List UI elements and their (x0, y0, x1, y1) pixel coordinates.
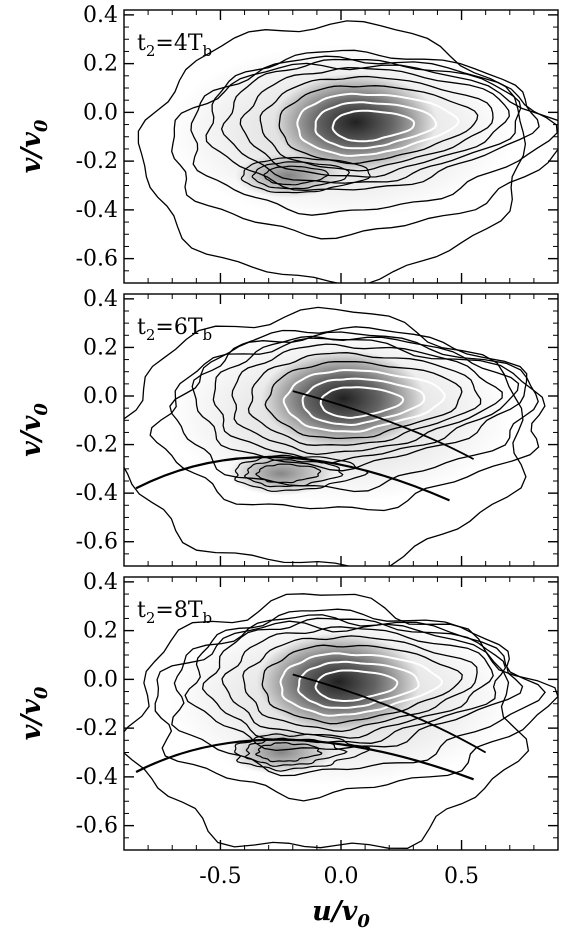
arc-edge (135, 738, 474, 781)
contour-line (314, 669, 399, 702)
x-tick-label: 0.5 (444, 864, 479, 889)
outer-contour-line (124, 593, 530, 849)
y-tick-label: -0.2 (76, 716, 118, 741)
secondary-contour-line (243, 459, 344, 488)
contour-line (278, 85, 479, 165)
contour-plot-2 (124, 306, 546, 566)
y-tick-label: 0.4 (83, 3, 118, 28)
x-tick-label: 0.0 (324, 864, 359, 889)
contour-line (220, 58, 522, 184)
x-tick-label: -0.5 (199, 864, 241, 889)
contour-line (212, 335, 520, 464)
outer-contour-line (137, 20, 527, 283)
contour-line (331, 109, 416, 143)
y-tick-label: -0.6 (76, 530, 118, 555)
contour-plot-1 (137, 20, 558, 283)
y-tick-label: 0.0 (83, 384, 118, 409)
y-tick-label: 0.2 (83, 619, 118, 644)
y-tick-label: 0.2 (83, 335, 118, 360)
y-tick-label: -0.4 (76, 481, 118, 506)
outer-contour-line (124, 306, 527, 566)
y-tick-label: -0.6 (76, 247, 118, 272)
contour-line (279, 652, 444, 717)
contour-line (264, 361, 463, 440)
y-tick-label: -0.4 (76, 765, 118, 790)
y-tick-label: 0.0 (83, 100, 118, 125)
panel-label: t2=8Tb (137, 598, 212, 627)
y-tick-label: 0.4 (83, 570, 118, 595)
contour-line (261, 644, 463, 725)
contour-line (149, 337, 546, 512)
contour-line (205, 49, 540, 191)
secondary-contour-line (263, 165, 329, 186)
y-axis-label: v/v0 (16, 686, 52, 740)
secondary-contour-line (244, 737, 348, 767)
contour-line (319, 386, 405, 419)
contour-line (247, 352, 482, 446)
contour-line (154, 620, 558, 802)
secondary-contour-line (254, 742, 323, 763)
contour-line (259, 75, 494, 172)
secondary-contour-line (234, 454, 369, 492)
secondary-contour-line (234, 733, 371, 772)
secondary-contour-line (240, 156, 371, 194)
y-tick-label: -0.4 (76, 198, 118, 223)
contour-line (231, 343, 503, 456)
contour-line (221, 626, 494, 739)
panel-2: 0.4 0.2 0.0 -0.2 -0.4 -0.6 t2=6Tb v/v0 (16, 287, 559, 567)
panel-label: t2=4Tb (137, 31, 212, 60)
contour-line (191, 326, 528, 472)
contour-line (282, 368, 446, 433)
arc-edge (292, 390, 475, 460)
contour-line (171, 614, 546, 777)
density-secondary (227, 730, 334, 775)
secondary-contour-line (251, 161, 351, 190)
x-axis: -0.5 0.0 0.5 u/v0 (199, 864, 479, 932)
arc-edge (135, 456, 450, 502)
contour-line (239, 66, 510, 178)
contour-line (297, 660, 420, 709)
contour-line (201, 617, 507, 744)
panel-3: 0.4 0.2 0.0 -0.2 -0.4 -0.6 t2=8Tb v/v0 (16, 570, 559, 851)
y-tick-label: -0.2 (76, 149, 118, 174)
y-tick-label: -0.2 (76, 433, 118, 458)
panels: 0.4 0.2 0.0 -0.2 -0.4 -0.6 t2=4Tb v/v0 0.4 0.2 0.0… (16, 3, 559, 851)
contour-line (242, 635, 478, 733)
contour-line (314, 101, 438, 150)
y-tick-label: 0.0 (83, 667, 118, 692)
y-tick-label: 0.4 (83, 287, 118, 312)
y-axis-label: v/v0 (16, 403, 52, 457)
x-axis-label: u/v0 (312, 896, 370, 932)
contour-line (184, 608, 524, 752)
secondary-contour-line (255, 463, 322, 484)
contour-line (296, 92, 460, 157)
y-axis-label: v/v0 (16, 119, 52, 173)
contour-line (301, 377, 426, 427)
arc-edge (292, 673, 487, 754)
panel-label: t2=6Tb (137, 315, 212, 344)
panel-1: 0.4 0.2 0.0 -0.2 -0.4 -0.6 t2=4Tb v/v0 (16, 3, 559, 284)
contour-line (171, 62, 558, 240)
contour-plot-3 (124, 593, 558, 849)
contour-line (190, 55, 558, 216)
y-tick-label: 0.2 (83, 52, 118, 77)
y-tick-label: -0.6 (76, 814, 118, 839)
